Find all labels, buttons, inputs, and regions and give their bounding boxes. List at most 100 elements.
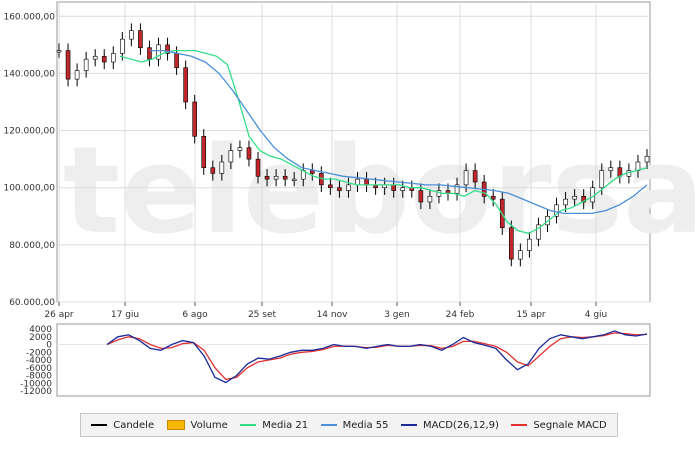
candle-body	[273, 175, 279, 180]
candle-body	[400, 187, 406, 191]
legend-swatch	[320, 424, 337, 426]
macd-y-tick-label: 0	[46, 341, 52, 351]
candle-body	[246, 147, 252, 160]
candle-body	[472, 170, 478, 183]
legend-label: Media 55	[342, 419, 389, 431]
legend-item: Media 21	[240, 420, 308, 431]
candle-body	[509, 227, 514, 260]
candle-body	[328, 184, 333, 189]
series-line-macd	[106, 330, 648, 384]
candle-body	[282, 175, 288, 180]
candle-body	[599, 170, 605, 189]
candle-body	[183, 67, 188, 103]
legend-item: Candele	[91, 420, 154, 431]
candle-body	[391, 184, 397, 191]
x-tick-label: 26 apr	[44, 310, 74, 320]
y-tick-label: 80.000,00	[9, 241, 55, 251]
legend-label: Volume	[190, 419, 228, 431]
candle-body	[536, 224, 541, 240]
candle-body	[138, 30, 143, 49]
candle-body	[364, 178, 369, 186]
candle-body	[92, 55, 98, 60]
candle-body	[418, 190, 424, 203]
y-tick-label: 100.000,00	[3, 184, 55, 194]
macd-plot-frame	[56, 323, 651, 397]
candle-body	[463, 170, 469, 186]
candle-body	[56, 50, 62, 53]
candle-body	[174, 53, 179, 69]
legend-swatch	[511, 424, 528, 426]
candle-body	[201, 135, 207, 169]
candle-body	[291, 178, 297, 181]
macd-y-tick-label: -12000	[20, 387, 52, 397]
macd-y-tick-label: -8000	[26, 372, 52, 382]
legend-item: Segnale MACD	[511, 419, 607, 431]
candle-body	[337, 187, 342, 191]
legend-item: MACD(26,12,9)	[400, 419, 499, 431]
candle-body	[65, 50, 71, 80]
y-tick-label: 140.000,00	[3, 69, 55, 79]
candle-body	[228, 150, 234, 163]
legend-label: MACD(26,12,9)	[422, 419, 499, 431]
chart-legend: Candele Volume Media 21 Media 55 MACD(26,12,…	[80, 413, 618, 437]
legend-label: Media 21	[262, 419, 309, 431]
candle-body	[490, 195, 496, 200]
legend-swatch	[240, 424, 257, 426]
candle-body	[563, 198, 568, 206]
macd-y-tick-label: -4000	[26, 356, 52, 366]
legend-label: Candele	[113, 419, 155, 431]
legend-label: Segnale MACD	[533, 419, 607, 431]
candle-body	[192, 101, 197, 137]
macd-y-tick-label: 2000	[29, 333, 52, 343]
x-tick-label: 6 ago	[182, 310, 208, 320]
candle-body	[346, 184, 351, 191]
x-tick-label: 15 apr	[516, 310, 546, 320]
candle-body	[101, 55, 107, 63]
legend-swatch	[400, 424, 417, 426]
macd-y-tick-label: -6000	[26, 364, 52, 374]
legend-swatch	[91, 424, 108, 426]
candle-body	[210, 167, 216, 174]
x-tick-label: 4 giu	[585, 310, 608, 320]
series-line-media-55	[150, 49, 648, 215]
candle-body	[237, 147, 243, 151]
candle-body	[608, 167, 614, 171]
candle-body	[644, 155, 650, 163]
macd-y-tick-label: 4000	[29, 325, 52, 335]
legend-swatch	[166, 420, 185, 430]
candle-body	[83, 58, 89, 71]
main-plot-frame	[56, 1, 651, 303]
legend-item: Media 55	[320, 419, 389, 431]
x-tick-label: 17 giu	[111, 310, 139, 320]
candle-body	[454, 184, 460, 194]
candle-body	[120, 38, 125, 54]
candle-body	[527, 238, 532, 251]
candle-body	[110, 53, 116, 63]
x-tick-label: 3 gen	[384, 310, 410, 320]
candle-body	[427, 195, 433, 203]
candle-body	[554, 204, 559, 217]
candle-body	[264, 175, 270, 180]
series-line-segnale-macd	[106, 332, 648, 381]
candle-body	[219, 161, 225, 174]
candle-body	[572, 195, 577, 200]
x-tick-label: 25 set	[248, 310, 277, 320]
macd-y-tick-label: -10000	[20, 379, 52, 389]
candle-body	[165, 44, 170, 54]
watermark-text: teleborsa	[63, 122, 700, 261]
x-tick-label: 24 feb	[446, 310, 475, 320]
candle-body	[255, 158, 261, 177]
candle-body	[74, 70, 80, 80]
y-tick-label: 160.000,00	[3, 12, 55, 22]
candle-body	[129, 30, 134, 40]
candle-body	[147, 47, 152, 60]
y-tick-label: 60.000,00	[9, 298, 55, 308]
macd-y-tick-label: -2000	[26, 348, 52, 358]
x-tick-label: 14 nov	[317, 310, 349, 320]
candle-body	[156, 44, 161, 60]
y-tick-label: 120.000,00	[3, 127, 55, 137]
candle-body	[518, 250, 523, 260]
candle-body	[355, 178, 360, 186]
candle-body	[309, 170, 315, 174]
